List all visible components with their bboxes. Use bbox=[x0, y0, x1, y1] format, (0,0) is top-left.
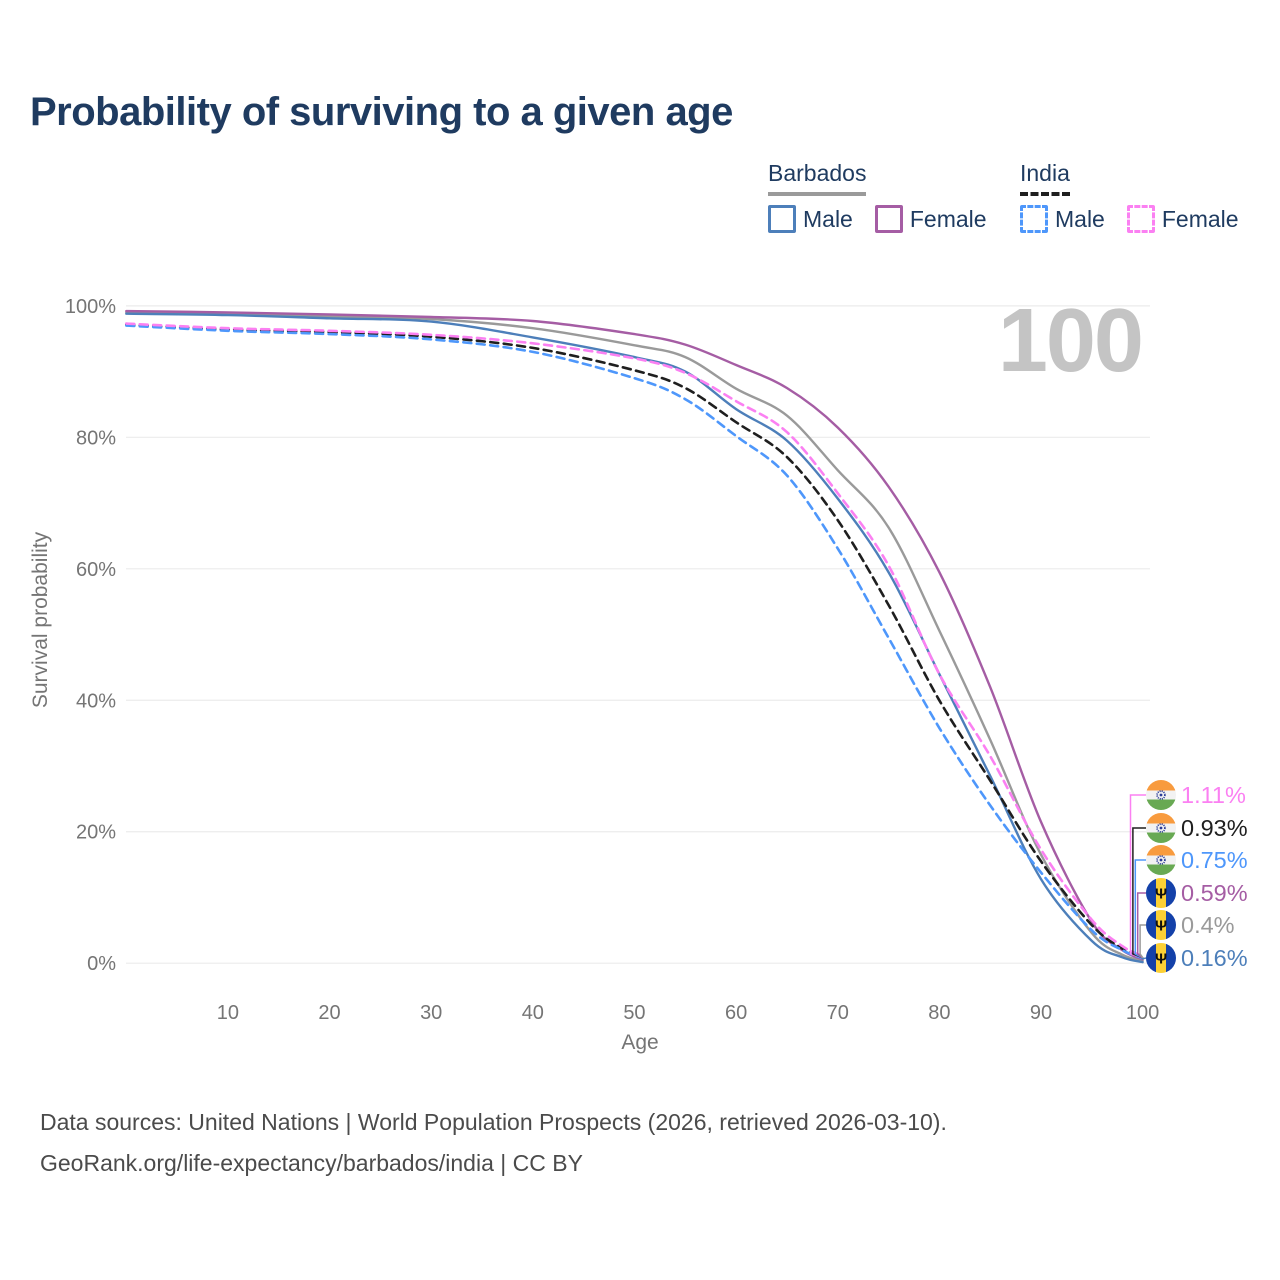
india-flag-icon bbox=[1146, 845, 1176, 875]
y-tick-label: 40% bbox=[76, 690, 116, 712]
footer: Data sources: United Nations | World Pop… bbox=[40, 1102, 947, 1184]
trident-glyph: Ψ bbox=[1155, 886, 1167, 903]
series-line-india-mean bbox=[125, 323, 1144, 959]
survival-chart: 100% 80% 60% 40% 20% 0% 10 20 30 40 50 60 70 80 90 100 A… bbox=[29, 291, 1248, 1054]
x-tick-label: 60 bbox=[725, 1002, 747, 1024]
footer-attribution: GeoRank.org/life-expectancy/barbados/ind… bbox=[40, 1150, 583, 1176]
leader-line bbox=[1139, 924, 1146, 959]
x-tick-label: 80 bbox=[928, 1002, 950, 1024]
x-tick-label: 30 bbox=[420, 1002, 442, 1024]
india-flag-icon bbox=[1146, 813, 1176, 843]
leader-line bbox=[1141, 957, 1147, 960]
legend-item-label: Female bbox=[909, 205, 987, 232]
x-tick-label: 90 bbox=[1030, 1002, 1052, 1024]
y-tick-label: 100% bbox=[65, 296, 116, 318]
y-tick-label: 20% bbox=[76, 822, 116, 844]
age-indicator-watermark: 100 bbox=[998, 291, 1142, 391]
x-tick-label: 70 bbox=[827, 1002, 849, 1024]
x-tick-label: 40 bbox=[522, 1002, 544, 1024]
end-value-label: 0.4% bbox=[1181, 912, 1235, 938]
barbados-flag-icon: Ψ bbox=[1146, 910, 1176, 940]
barbados-flag-icon: Ψ bbox=[1146, 878, 1176, 908]
legend-item-barbados-female[interactable]: Female bbox=[874, 205, 987, 233]
series-line-barbados-mean bbox=[125, 311, 1144, 962]
page-title: Probability of surviving to a given age bbox=[30, 90, 733, 134]
series-line-india-female bbox=[125, 322, 1144, 958]
trident-glyph: Ψ bbox=[1155, 951, 1167, 968]
barbados-flag-icon: Ψ bbox=[1146, 943, 1176, 973]
x-tick-label: 100 bbox=[1126, 1002, 1159, 1024]
legend-country-barbados[interactable]: Barbados bbox=[768, 160, 867, 196]
trident-glyph: Ψ bbox=[1155, 918, 1167, 935]
y-axis-title: Survival probability bbox=[29, 531, 52, 708]
legend-country-india[interactable]: India bbox=[1020, 160, 1070, 196]
legend-item-india-female[interactable]: Female bbox=[1126, 205, 1239, 233]
end-value-label: 0.93% bbox=[1181, 815, 1248, 841]
end-value-label: 0.16% bbox=[1181, 945, 1248, 971]
legend-swatch-icon bbox=[1126, 205, 1155, 233]
leader-line bbox=[1136, 892, 1146, 959]
end-value-label: 0.75% bbox=[1181, 847, 1248, 873]
footer-sources: Data sources: United Nations | World Pop… bbox=[40, 1109, 947, 1135]
x-tick-label: 50 bbox=[623, 1002, 645, 1024]
legend-item-label: Female bbox=[1161, 205, 1239, 232]
series-line-india-male bbox=[125, 324, 1144, 960]
x-axis-title: Age bbox=[621, 1031, 658, 1054]
india-flag-icon bbox=[1146, 780, 1176, 810]
y-tick-label: 80% bbox=[76, 427, 116, 449]
legend-item-barbados-male[interactable]: Male bbox=[768, 205, 853, 233]
series-line-barbados-male bbox=[125, 312, 1144, 964]
y-tick-label: 0% bbox=[87, 953, 116, 975]
x-tick-label: 20 bbox=[318, 1002, 340, 1024]
legend-swatch-icon bbox=[874, 205, 903, 233]
legend-swatch-icon bbox=[768, 205, 796, 233]
series-line-barbados-female bbox=[125, 309, 1144, 961]
end-value-label: 0.59% bbox=[1181, 880, 1248, 906]
legend: Barbados Male Female India Male Female bbox=[0, 160, 1280, 240]
x-tick-label: 10 bbox=[217, 1002, 239, 1024]
legend-item-label: Male bbox=[803, 205, 853, 232]
legend-item-india-male[interactable]: Male bbox=[1020, 205, 1105, 233]
end-value-label: 1.11% bbox=[1181, 782, 1246, 808]
legend-swatch-icon bbox=[1020, 205, 1048, 233]
legend-group-barbados: Barbados Male Female bbox=[768, 160, 987, 233]
legend-item-label: Male bbox=[1055, 205, 1105, 232]
y-tick-label: 60% bbox=[76, 559, 116, 581]
legend-group-india: India Male Female bbox=[1020, 160, 1239, 233]
